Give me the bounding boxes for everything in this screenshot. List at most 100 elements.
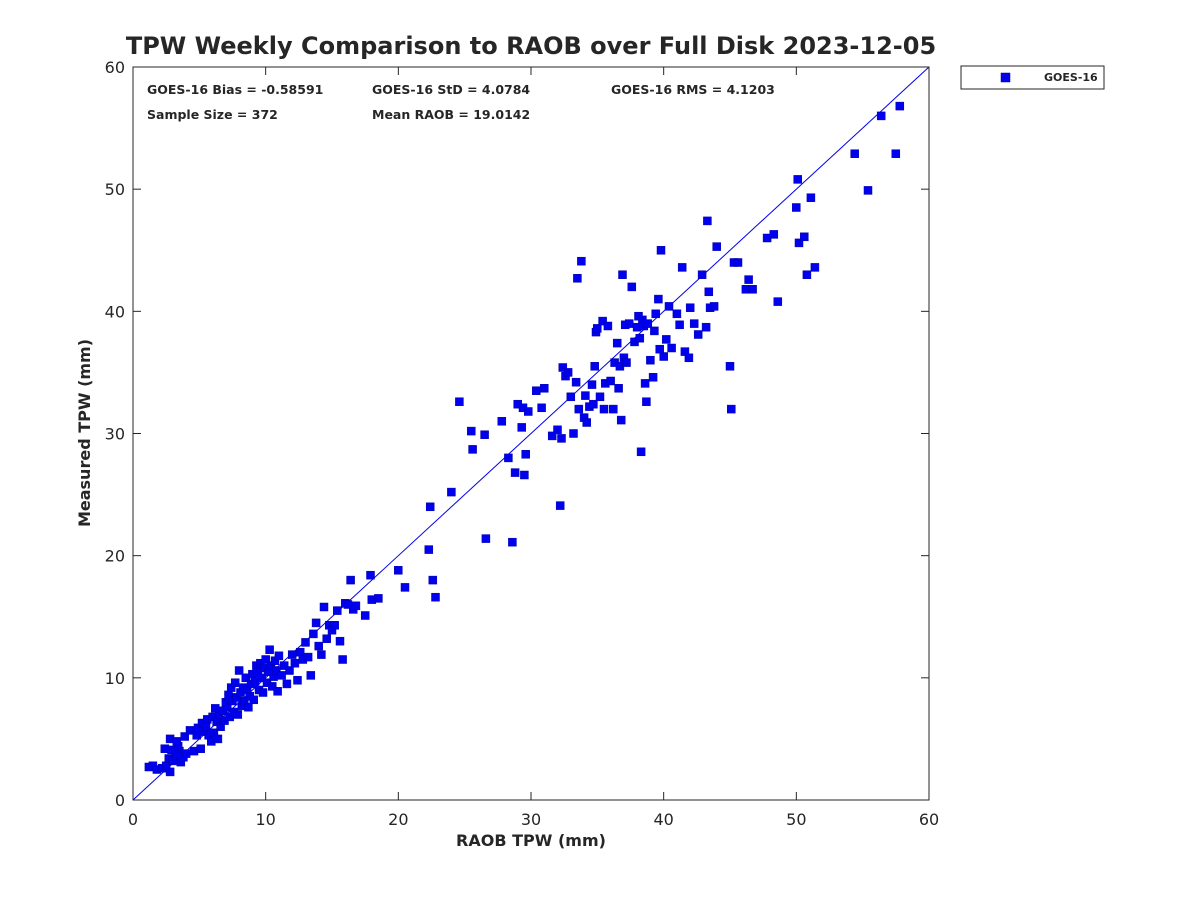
data-point [622, 358, 631, 367]
data-point [769, 230, 779, 239]
data-point [467, 426, 476, 436]
data-point [335, 636, 345, 646]
data-point [366, 570, 375, 580]
data-point [646, 355, 655, 365]
data-point [566, 392, 576, 402]
data-point [659, 352, 668, 361]
data-point [517, 423, 526, 432]
data-point [558, 363, 568, 372]
y-axis-label: Measured TPW (mm) [75, 339, 94, 527]
data-point [265, 645, 274, 654]
x-tick-label: 30 [521, 810, 541, 829]
y-tick-label: 0 [115, 791, 125, 810]
data-point [319, 602, 329, 612]
data-point [257, 673, 266, 683]
stat-std: GOES-16 StD = 4.0784 [372, 82, 530, 97]
data-point [521, 450, 530, 459]
data-point [504, 453, 513, 463]
plot-area [132, 66, 930, 801]
data-point [273, 687, 282, 696]
data-point [582, 418, 591, 427]
data-point [222, 702, 232, 712]
chart-title: TPW Weekly Comparison to RAOB over Full … [126, 32, 936, 60]
data-point [303, 652, 313, 662]
y-tick-label: 40 [105, 302, 125, 321]
data-point [655, 344, 664, 354]
data-point [555, 501, 565, 510]
data-point [800, 232, 809, 242]
data-point [309, 629, 318, 639]
data-point [346, 575, 355, 585]
x-tick-label: 20 [388, 810, 408, 829]
data-point [793, 175, 802, 184]
data-point [230, 678, 240, 687]
data-point [667, 343, 676, 353]
legend-marker-goes16 [1000, 72, 1011, 83]
data-point [282, 679, 292, 689]
data-point [636, 447, 646, 457]
data-point [213, 734, 223, 744]
data-point [704, 287, 714, 297]
stat-rms: GOES-16 RMS = 4.1203 [611, 82, 775, 97]
data-point [675, 320, 684, 330]
data-point [268, 682, 277, 691]
data-point [261, 655, 270, 664]
data-point [295, 647, 305, 657]
x-axis-label: RAOB TPW (mm) [456, 831, 606, 850]
data-point [233, 710, 243, 719]
data-point [581, 391, 590, 400]
data-point [672, 309, 682, 319]
data-point [333, 606, 342, 615]
data-point [618, 270, 627, 279]
data-point [656, 246, 666, 255]
data-point [540, 384, 549, 393]
data-point [563, 368, 573, 377]
data-point [557, 434, 566, 443]
data-point [654, 294, 663, 304]
data-point [497, 417, 507, 426]
data-point [400, 583, 410, 592]
data-point [748, 285, 757, 294]
y-tick-label: 20 [105, 547, 125, 566]
data-point [587, 380, 597, 389]
data-point [180, 732, 189, 741]
data-point [773, 297, 783, 306]
data-point [279, 661, 289, 670]
data-point [360, 611, 370, 620]
y-tick-label: 10 [105, 669, 125, 688]
data-point [258, 688, 268, 697]
data-point [524, 407, 533, 416]
data-point [593, 324, 602, 333]
data-point [274, 651, 284, 661]
data-point [701, 322, 711, 332]
data-point [648, 373, 658, 382]
legend: GOES-16 [960, 65, 1105, 90]
data-point [480, 430, 489, 439]
data-point [627, 282, 637, 292]
data-point [244, 702, 253, 712]
data-point [612, 338, 622, 348]
data-point [802, 270, 812, 279]
data-point [876, 111, 886, 121]
data-point [603, 321, 613, 331]
data-point [293, 676, 302, 685]
data-point [285, 666, 294, 675]
data-point [425, 502, 435, 512]
data-point [727, 404, 736, 414]
data-point [794, 238, 804, 248]
stats-annotations: GOES-16 Bias = -0.58591 GOES-16 StD = 4.… [147, 82, 775, 122]
data-point [455, 397, 464, 406]
data-point [744, 275, 753, 284]
data-point [211, 704, 220, 713]
data-point [590, 362, 599, 371]
data-point [643, 319, 652, 328]
x-tick-label: 50 [786, 810, 806, 829]
data-point [614, 384, 623, 393]
data-point [650, 326, 659, 336]
data-point [806, 193, 816, 202]
data-point [508, 537, 517, 547]
data-point [481, 534, 491, 543]
data-point [733, 258, 743, 267]
stat-mean-raob: Mean RAOB = 19.0142 [372, 107, 530, 122]
data-point [635, 333, 645, 343]
